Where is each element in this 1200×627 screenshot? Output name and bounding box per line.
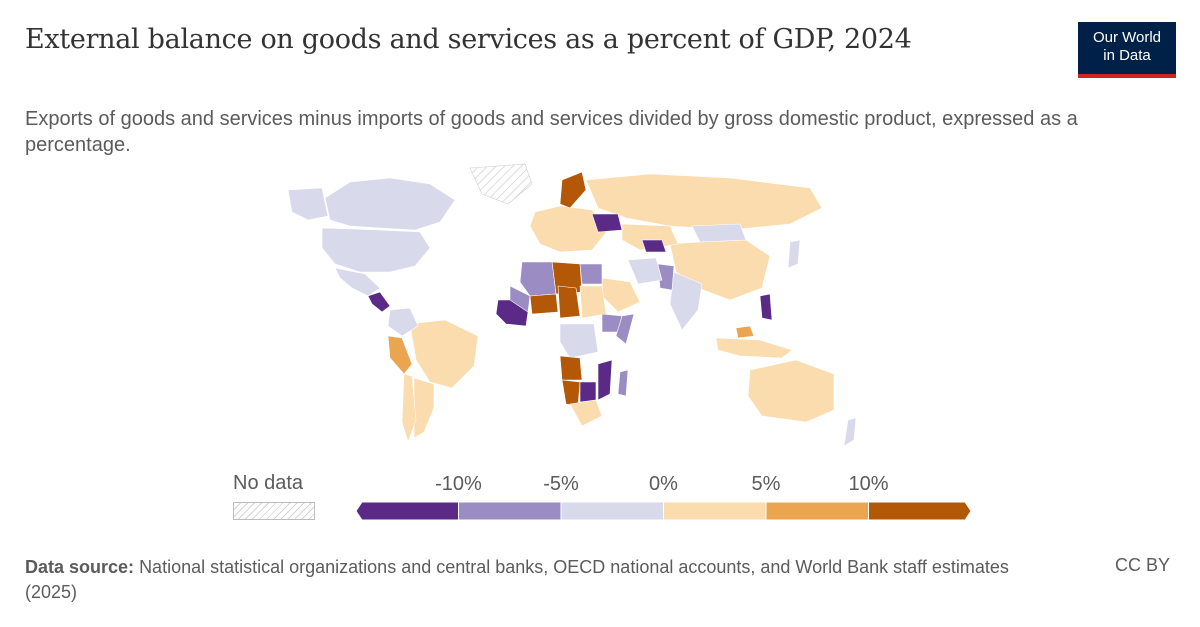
region-mozambique[interactable] — [597, 359, 613, 401]
region-somalia[interactable] — [615, 313, 635, 345]
region-philippines[interactable] — [759, 293, 773, 321]
region-niger[interactable] — [529, 293, 559, 315]
region-mongolia[interactable] — [691, 223, 747, 243]
region-new-zealand[interactable] — [843, 417, 857, 447]
legend-bin-2 — [560, 501, 664, 521]
region-botswana[interactable] — [579, 381, 597, 403]
region-norway[interactable] — [559, 171, 587, 209]
region-alaska[interactable] — [287, 187, 329, 221]
region-canada[interactable] — [324, 177, 456, 231]
region-egypt[interactable] — [579, 263, 603, 285]
legend-tick-label: 10% — [848, 473, 888, 495]
color-legend: -10% -5% 0% 5% 10% — [355, 473, 972, 521]
region-west-africa[interactable] — [495, 299, 529, 327]
legend-tick-label: -10% — [435, 473, 482, 495]
region-chile[interactable] — [401, 373, 417, 443]
region-japan[interactable] — [787, 239, 801, 269]
region-central-america[interactable] — [367, 291, 391, 313]
region-uzbekistan[interactable] — [641, 239, 667, 253]
region-europe[interactable] — [529, 205, 609, 253]
legend-bin-3 — [663, 501, 767, 521]
region-indonesia[interactable] — [715, 337, 793, 359]
region-angola[interactable] — [559, 355, 583, 381]
region-colombia[interactable] — [387, 307, 419, 337]
region-iran[interactable] — [627, 257, 663, 285]
legend-bin-1 — [458, 501, 562, 521]
legend-bin-0 — [355, 501, 459, 521]
region-brazil[interactable] — [409, 319, 479, 389]
region-ukraine[interactable] — [591, 213, 623, 233]
region-madagascar[interactable] — [617, 369, 629, 397]
chart-subtitle: Exports of goods and services minus impo… — [25, 108, 1078, 156]
region-chad[interactable] — [557, 285, 581, 319]
owid-logo[interactable]: Our World in Data — [1078, 22, 1176, 78]
data-source: Data source: National statistical organi… — [25, 555, 1065, 605]
legend-bin-4 — [765, 501, 869, 521]
logo-accent-bar — [1078, 74, 1176, 78]
legend-tick-label: 5% — [752, 473, 781, 495]
data-source-text: National statistical organizations and c… — [25, 557, 1009, 602]
region-russia[interactable] — [585, 173, 823, 231]
region-saudi-arabia[interactable] — [601, 277, 641, 313]
region-namibia[interactable] — [561, 379, 581, 407]
world-map[interactable] — [230, 160, 860, 450]
region-south-africa[interactable] — [569, 399, 603, 427]
region-india[interactable] — [669, 271, 703, 331]
region-peru[interactable] — [387, 335, 413, 375]
legend-tick-label: 0% — [649, 473, 678, 495]
region-dr-congo[interactable] — [559, 323, 599, 359]
license-label[interactable]: CC BY — [1114, 555, 1170, 575]
legend-no-data-label: No data — [233, 472, 304, 494]
logo-line-2: in Data — [1103, 47, 1151, 64]
legend-tick-label: -5% — [543, 473, 579, 495]
legend-bin-5 — [868, 501, 972, 521]
data-source-label: Data source: — [25, 557, 135, 577]
region-australia[interactable] — [747, 359, 835, 423]
chart-title: External balance on goods and services a… — [25, 24, 912, 55]
legend-no-data-swatch — [233, 502, 315, 520]
region-sudan[interactable] — [579, 285, 607, 319]
region-greenland[interactable] — [469, 163, 533, 205]
region-malaysia[interactable] — [735, 325, 755, 339]
region-algeria[interactable] — [519, 261, 557, 297]
logo-line-1: Our World — [1092, 29, 1162, 46]
region-united-states[interactable] — [321, 227, 431, 273]
region-argentina[interactable] — [413, 377, 435, 439]
